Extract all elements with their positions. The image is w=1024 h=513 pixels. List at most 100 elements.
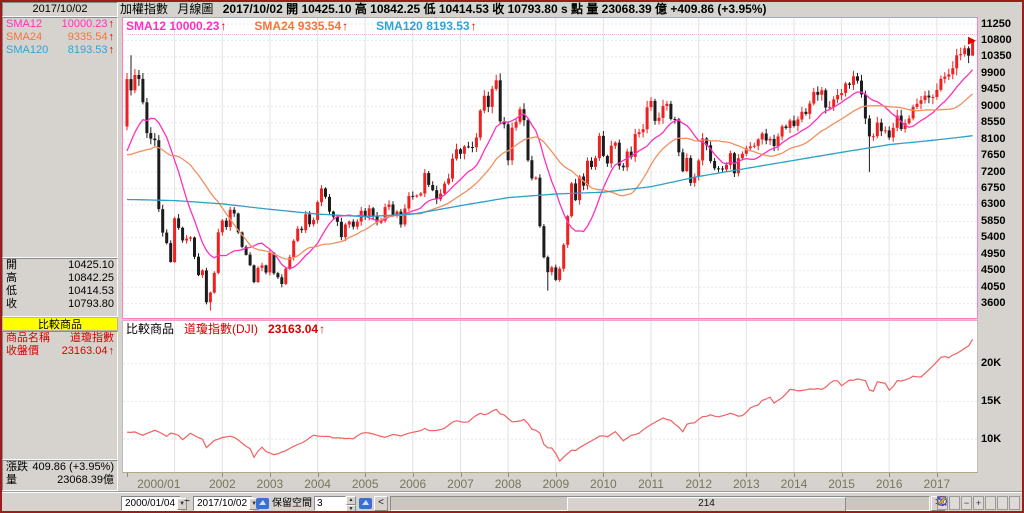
time-axis-tick — [460, 473, 462, 477]
symbol-name: 加權指數 — [120, 2, 169, 16]
price-axis-label: 6750 — [981, 182, 1006, 194]
price-axis-label: 4950 — [981, 247, 1006, 260]
time-axis-label: 2000/01 — [137, 477, 181, 491]
main-price-axis: 11250 10800 10350 9900 9450 9000 8550 8100 7650 7… — [979, 17, 1022, 319]
status-bar: 2000/01/04 ▼ ~ 2017/10/02 ▼ 保留空間 3 ▲ ▼ <… — [2, 492, 1022, 511]
date-range-tilde: ~ — [184, 496, 190, 507]
sma120-label: SMA120 — [6, 44, 49, 56]
time-axis-tick — [222, 473, 224, 477]
main-chart-svg — [123, 18, 977, 318]
price-axis-label: 5850 — [981, 214, 1006, 227]
zoom-out-icon[interactable]: − — [961, 496, 972, 510]
sma-panel: SMA12 10000.23↑ SMA24 9335.54↑ SMA120 81… — [2, 17, 118, 258]
comparison-header: 比較商品 道瓊指數(DJI) 23163.04↑ — [126, 321, 325, 337]
sidebar-date: 2017/10/02 — [2, 2, 118, 17]
comparison-title: 比較商品 — [126, 322, 175, 336]
comparison-axis-label: 10K — [981, 432, 1002, 445]
up-arrow-icon: ↑ — [108, 18, 115, 30]
time-axis-label: 2017 — [923, 477, 951, 491]
time-axis-tick — [698, 473, 700, 477]
pencil-tool-icon[interactable] — [937, 496, 1020, 510]
price-axis-label: 9450 — [981, 83, 1006, 96]
legend-sma24: SMA24 9335.54↑ — [254, 19, 349, 33]
sidebar: 2017/10/02 SMA12 10000.23↑ SMA24 9335.54… — [2, 2, 118, 491]
hand-tool-icon[interactable] — [256, 496, 270, 511]
time-axis-tick — [365, 473, 367, 477]
time-axis-tick — [936, 473, 938, 477]
sma120-value: 8193.53↑ — [67, 44, 115, 56]
time-axis-label: 2013 — [732, 477, 760, 491]
price-axis-label: 8550 — [981, 116, 1006, 129]
time-axis-tick — [555, 473, 557, 477]
high-row: 高 10842.25 — [6, 272, 114, 284]
comparison-value: 23163.04↑ — [268, 322, 326, 336]
close-row: 收 10793.80 — [6, 298, 114, 310]
zoom-in-icon[interactable]: + — [973, 496, 984, 510]
price-axis-label: 4500 — [981, 264, 1006, 277]
clock-tool-icon[interactable] — [937, 496, 960, 510]
comparison-axis-label: 15K — [981, 394, 1002, 407]
end-date-select[interactable]: 2017/10/02 ▼ — [193, 496, 260, 511]
comparison-name: 道瓊指數(DJI) — [184, 322, 259, 336]
chevron-down-icon[interactable]: ▼ — [177, 497, 188, 510]
up-arrow-icon: ↑ — [319, 322, 326, 336]
quote-header: 加權指數 月線圖 2017/10/02 開 10425.10 高 10842.2… — [120, 2, 1022, 17]
comparison-chart-panel[interactable]: 比較商品 道瓊指數(DJI) 23163.04↑ — [122, 320, 978, 473]
time-axis-tick — [269, 473, 271, 477]
low-row: 低 10414.53 — [6, 285, 114, 297]
comparison-gridlines — [123, 321, 977, 472]
sma24-label: SMA24 — [6, 31, 43, 43]
price-axis-label: 8100 — [981, 132, 1006, 145]
main-gridlines — [123, 18, 977, 318]
time-axis-label: 2011 — [638, 477, 664, 491]
time-axis-label: 2010 — [590, 477, 617, 491]
volume-row: 量 23068.39億 — [6, 474, 114, 486]
time-axis-label: 2007 — [447, 477, 474, 491]
sma24-value: 9335.54↑ — [67, 31, 115, 43]
sma12-line — [126, 69, 974, 270]
time-axis-label: 2012 — [685, 477, 713, 491]
up-arrow-icon: ↑ — [108, 44, 115, 56]
price-axis-label: 3600 — [981, 297, 1006, 310]
chart-scrollbar-thumb[interactable]: 214 — [567, 497, 846, 511]
hand-tool-icon[interactable] — [359, 496, 373, 511]
sma12-row: SMA12 10000.23↑ — [3, 18, 117, 31]
spin-up-icon[interactable]: ▲ — [346, 496, 356, 505]
reserve-space-label: 保留空間 — [272, 498, 312, 509]
time-axis-tick — [317, 473, 319, 477]
time-axis-label: 2006 — [399, 477, 427, 491]
price-axis-label: 7650 — [981, 149, 1006, 162]
start-date-select[interactable]: 2000/01/04 ▼ — [121, 496, 188, 511]
up-arrow-icon: ↑ — [108, 31, 115, 43]
undo-icon[interactable] — [938, 496, 996, 510]
compare-panel: 商品名稱 道瓊指數 收盤價 23163.04↑ — [2, 331, 118, 460]
time-axis-tick — [603, 473, 605, 477]
price-axis-label: 11250 — [981, 17, 1011, 30]
change-panel: 漲跌 409.86 (+3.95%) 量 23068.39億 — [2, 460, 118, 491]
time-axis-tick — [746, 473, 748, 477]
quote-line: 2017/10/02 開 10425.10 高 10842.25 低 10414… — [222, 2, 767, 16]
time-axis-tick — [651, 473, 652, 477]
open-row: 開 10425.10 — [6, 259, 114, 271]
time-axis-label: 2003 — [256, 477, 284, 491]
price-axis-label: 9900 — [981, 66, 1006, 79]
time-axis-tick — [889, 473, 891, 477]
up-arrow-icon: ↑ — [220, 19, 227, 33]
sma-legend: SMA12 10000.23↑ SMA24 9335.54↑ SMA120 81… — [126, 18, 977, 35]
reserve-space-input[interactable]: 3 — [314, 496, 346, 511]
spin-down-icon[interactable]: ▼ — [346, 505, 356, 511]
legend-sma12: SMA12 10000.23↑ — [126, 19, 227, 33]
price-axis-label: 10800 — [981, 33, 1012, 46]
reserve-space-stepper[interactable]: ▲ ▼ — [346, 496, 356, 511]
main-chart-panel[interactable]: SMA12 10000.23↑ SMA24 9335.54↑ SMA120 81… — [122, 17, 978, 319]
up-arrow-icon: ↑ — [342, 19, 349, 33]
chart-scrollbar-track[interactable]: 214 — [390, 496, 930, 511]
sma12-label: SMA12 — [6, 18, 43, 30]
time-axis-label: 2005 — [351, 477, 379, 491]
selection-box-icon[interactable] — [937, 496, 1008, 510]
price-axis-label: 5400 — [981, 231, 1006, 244]
time-axis-tick — [794, 473, 795, 477]
scroll-left-button[interactable]: < — [374, 496, 388, 511]
dji-line — [126, 338, 974, 463]
sma24-row: SMA24 9335.54↑ — [3, 31, 117, 44]
